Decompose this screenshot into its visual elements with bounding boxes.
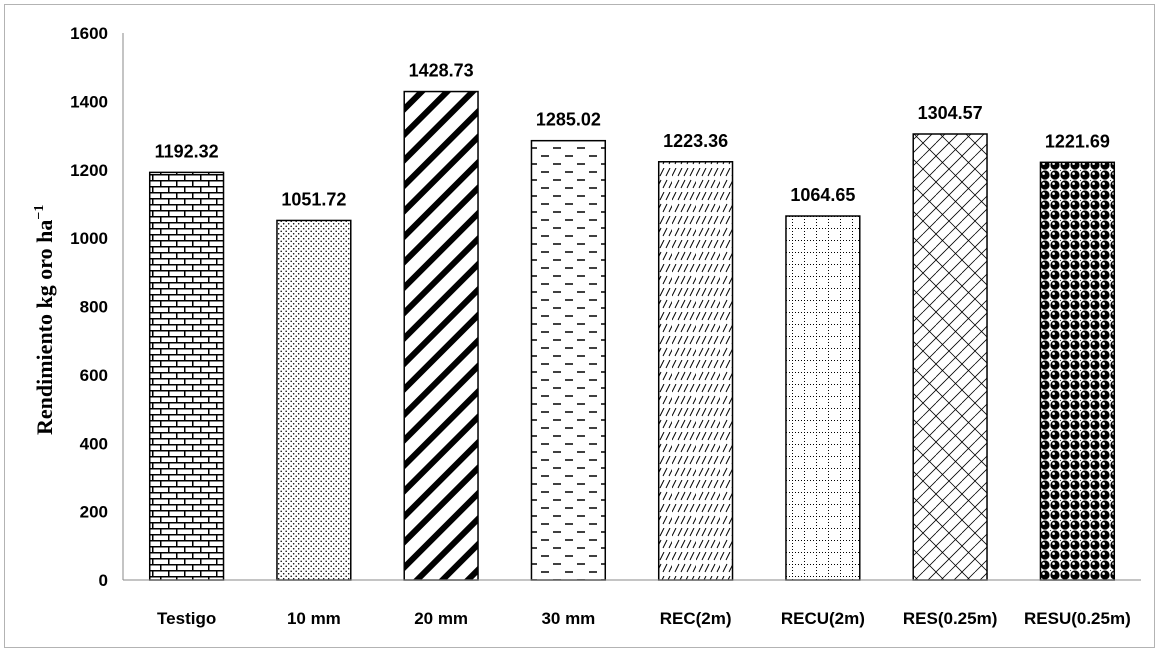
x-category-label: Testigo	[157, 609, 216, 628]
x-axis-categories: Testigo 10 mm 20 mm 30 mm REC(2m) RECU(2m) RES…	[157, 609, 1131, 628]
y-tick-label: 800	[80, 298, 108, 317]
bar	[148, 171, 225, 581]
y-tick-label: 1600	[70, 24, 108, 43]
data-label: 1223.36	[663, 131, 728, 151]
x-category-label: RES(0.25m)	[903, 609, 997, 628]
bar	[785, 215, 861, 581]
data-label: 1304.57	[918, 103, 983, 123]
y-tick-label: 0	[99, 571, 108, 590]
bar	[1039, 161, 1116, 581]
y-tick-label: 600	[80, 366, 108, 385]
data-label: 1064.65	[790, 185, 855, 205]
y-tick-label: 400	[80, 434, 108, 453]
x-category-label: 30 mm	[541, 609, 595, 628]
x-category-label: REC(2m)	[660, 609, 732, 628]
bar	[530, 139, 607, 581]
x-category-label: RECU(2m)	[781, 609, 865, 628]
y-tick-label: 1400	[70, 92, 108, 111]
y-tick-label: 200	[80, 503, 108, 522]
bar-series	[148, 90, 1116, 581]
data-labels: 1192.32 1051.72 1428.73 1285.02 1223.36 1064.…	[155, 61, 1110, 210]
y-tick-label: 1000	[70, 229, 108, 248]
data-label: 1285.02	[536, 110, 601, 130]
y-axis-ticks: 0 200 400 600 800 1000 1200 1400 1600	[70, 24, 108, 590]
x-category-label: RESU(0.25m)	[1024, 609, 1131, 628]
x-category-label: 10 mm	[287, 609, 341, 628]
data-label: 1428.73	[409, 61, 474, 81]
bar	[403, 90, 479, 581]
y-axis-label: Rendimiento kg oro ha−1	[32, 205, 57, 435]
x-category-label: 20 mm	[414, 609, 468, 628]
chart-frame	[4, 4, 1155, 648]
data-label: 1051.72	[281, 189, 346, 209]
y-tick-label: 1200	[70, 161, 108, 180]
bar	[912, 133, 988, 581]
bar	[657, 161, 734, 581]
data-label: 1192.32	[155, 141, 219, 161]
bar	[276, 219, 352, 581]
data-label: 1221.69	[1045, 131, 1110, 151]
